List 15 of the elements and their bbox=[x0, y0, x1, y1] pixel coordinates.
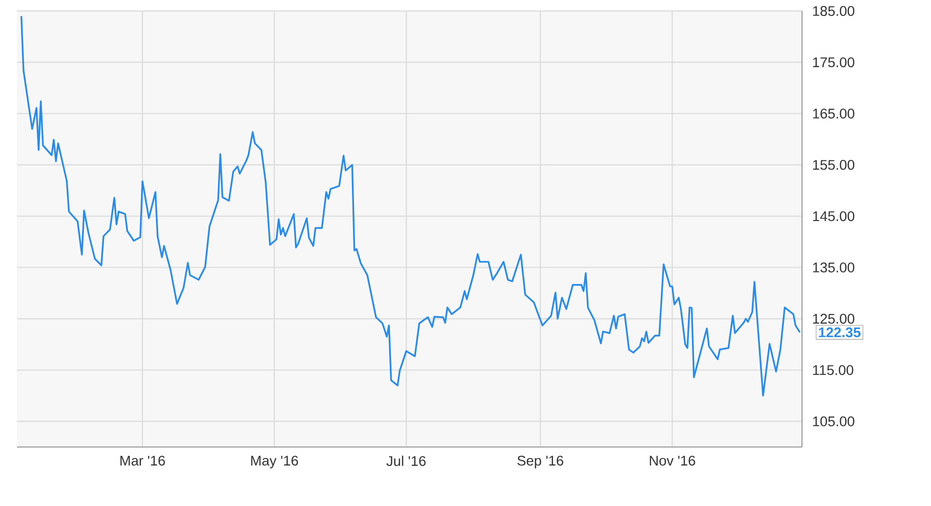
annotation: 122.35 bbox=[818, 327, 861, 338]
y-tick-label: 125.00 bbox=[813, 314, 854, 324]
y-tick-label: 165.00 bbox=[813, 108, 854, 119]
y-tick-label: 115.00 bbox=[813, 365, 854, 376]
y-tick-label: 155.00 bbox=[813, 160, 854, 170]
x-tick-label: May '16 bbox=[251, 456, 298, 468]
x-tick-label: Jul '16 bbox=[386, 456, 426, 466]
y-tick-label: 135.00 bbox=[813, 262, 854, 272]
y-tick-label: 175.00 bbox=[813, 57, 854, 68]
x-tick-label: Nov '16 bbox=[650, 456, 696, 466]
x-tick-label: Sep '16 bbox=[517, 456, 564, 468]
y-tick-label: 185.00 bbox=[813, 6, 854, 16]
y-tick-label: 105.00 bbox=[813, 416, 854, 426]
y-tick-label: 145.00 bbox=[813, 211, 854, 222]
x-tick-label: Mar '16 bbox=[120, 456, 165, 466]
